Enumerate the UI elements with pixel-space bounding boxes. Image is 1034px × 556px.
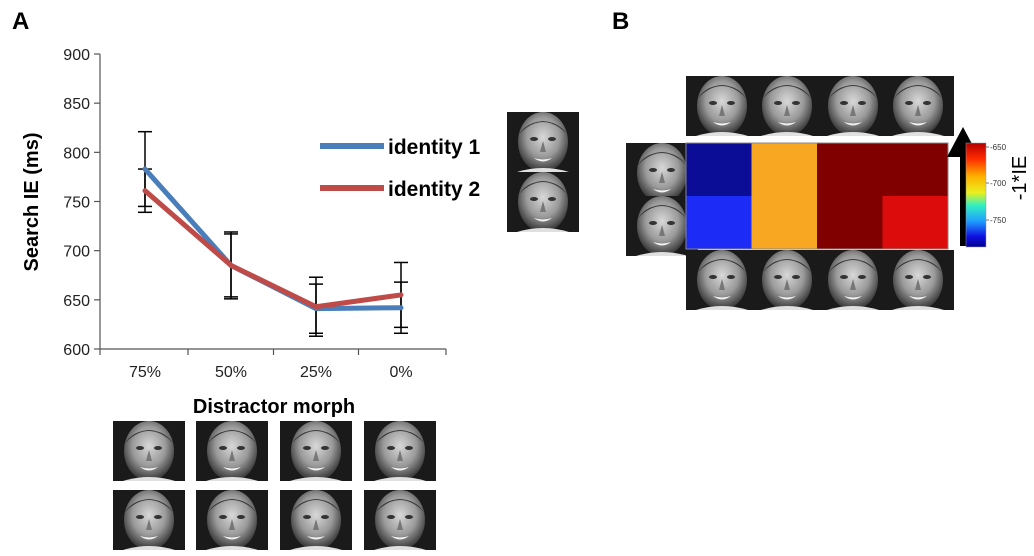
arrow-shaft (960, 157, 966, 246)
morph-face (364, 490, 436, 550)
heatmap-cell (882, 143, 949, 197)
heatmap-cells (685, 142, 949, 250)
x-axis-ticks: 75% 50% 25% 0% (99, 349, 447, 381)
heatmap-cell (882, 196, 949, 250)
y-tick-label: 650 (63, 293, 90, 310)
bottom-face-row (686, 250, 954, 310)
face-image-identity-1 (507, 112, 579, 172)
y-axis-ticks: 600 650 700 750 800 850 900 (63, 47, 100, 359)
colorbar-tick-label: -750 (990, 216, 1007, 225)
face-image-identity-2 (507, 172, 579, 232)
heatmap-panel: -650 -700 -750 -1*IE (626, 76, 1031, 310)
colorbar-tick-label: -700 (990, 179, 1007, 188)
column-face-bottom (751, 250, 823, 310)
column-face-top (817, 76, 889, 136)
morph-face (196, 490, 268, 550)
series-line-identity-2 (142, 188, 404, 310)
x-axis-label: Distractor morph (193, 396, 355, 418)
morph-face (113, 490, 185, 550)
heatmap-cell (751, 196, 818, 250)
morph-face-grid (113, 421, 436, 550)
morph-face (280, 490, 352, 550)
x-tick-label: 75% (129, 364, 161, 381)
colorbar-gradient (965, 142, 987, 248)
line-chart: 600 650 700 750 800 850 900 75% 50% 25% 0% Search… (21, 47, 579, 418)
column-face-top (882, 76, 954, 136)
legend-label-identity-1: identity 1 (388, 136, 481, 159)
y-tick-label: 850 (63, 96, 90, 113)
morph-face (364, 421, 436, 481)
y-axis-label: Search IE (ms) (21, 133, 43, 272)
heatmap-border (685, 142, 949, 250)
top-face-row (686, 76, 954, 136)
colorbar-label: -1*IE (1009, 156, 1031, 200)
morph-face (280, 421, 352, 481)
panel-label-b: B (612, 8, 630, 35)
heatmap-cell (817, 143, 883, 197)
colorbar-tick-label: -650 (990, 143, 1007, 152)
y-tick-label: 700 (63, 244, 90, 261)
x-tick-label: 0% (389, 364, 412, 381)
x-tick-label: 25% (300, 364, 332, 381)
error-bars (138, 130, 408, 337)
y-tick-label: 900 (63, 47, 90, 64)
column-face-bottom (882, 250, 954, 310)
column-face-top (686, 76, 758, 136)
legend: identity 1 identity 2 (320, 136, 481, 201)
colorbar: -650 -700 -750 -1*IE (947, 127, 1031, 248)
heatmap-cell (751, 143, 818, 197)
colorbar-ticks: -650 -700 -750 (986, 143, 1007, 225)
x-tick-label: 50% (215, 364, 247, 381)
legend-label-identity-2: identity 2 (388, 178, 480, 201)
heatmap-cell (817, 196, 883, 250)
heatmap-cell (686, 196, 752, 250)
column-face-top (751, 76, 823, 136)
y-tick-label: 750 (63, 195, 90, 212)
series-lines (142, 166, 404, 312)
column-face-bottom (817, 250, 889, 310)
panel-label-a: A (12, 8, 30, 35)
morph-face (113, 421, 185, 481)
y-tick-label: 600 (63, 342, 90, 359)
y-tick-label: 800 (63, 145, 90, 162)
heatmap-cell (686, 143, 752, 197)
column-face-bottom (686, 250, 758, 310)
morph-face (196, 421, 268, 481)
